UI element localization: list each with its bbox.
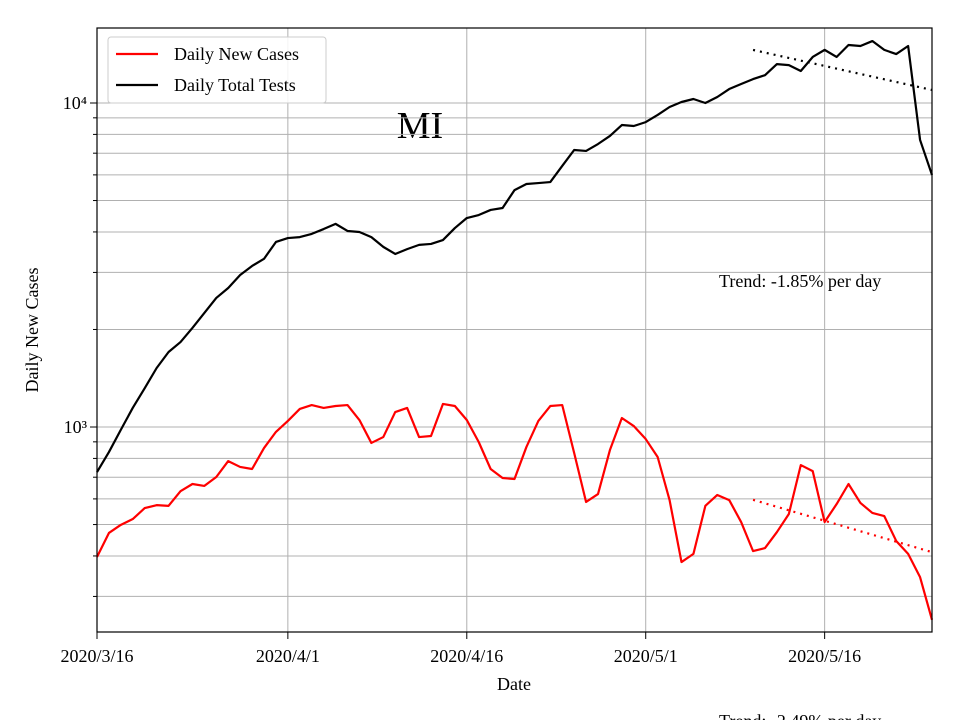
- chart-title: MI: [397, 105, 443, 147]
- y-axis-label: Daily New Cases: [22, 268, 42, 393]
- x-tick-label: 2020/5/16: [788, 646, 861, 666]
- trend-annotation: Trend: -2.49% per day: [719, 711, 881, 720]
- trend-annotation: Trend: -1.85% per day: [719, 271, 881, 291]
- data-line: [96, 402, 934, 621]
- y-tick-label: 10³: [64, 417, 88, 437]
- x-axis-label: Date: [497, 674, 531, 694]
- trend-line: [752, 498, 933, 554]
- x-tick-label: 2020/5/1: [614, 646, 678, 666]
- plot-frame: [96, 27, 933, 633]
- data-line: [96, 39, 934, 473]
- y-tick-label: 10⁴: [63, 93, 87, 113]
- legend-label: Daily Total Tests: [174, 75, 296, 95]
- legend-label: Daily New Cases: [174, 44, 299, 64]
- x-tick-label: 2020/4/16: [430, 646, 503, 666]
- x-tick-label: 2020/3/16: [60, 646, 133, 666]
- trend-line: [752, 48, 933, 92]
- legend-box: [107, 36, 327, 104]
- legend: Daily New Cases Daily Total Tests: [107, 36, 327, 104]
- x-tick-label: 2020/4/1: [256, 646, 320, 666]
